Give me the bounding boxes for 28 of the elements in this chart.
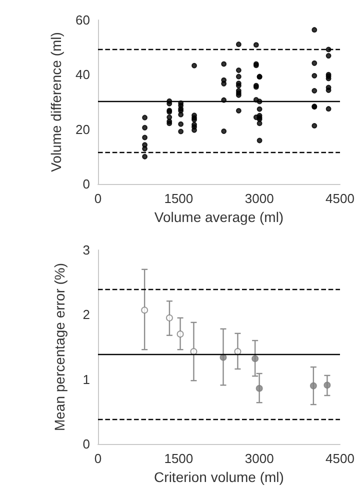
y-tick-label: 3	[82, 242, 90, 258]
x-tick-label: 1500	[164, 451, 194, 466]
x-tick-label: 0	[94, 451, 102, 466]
y-axis-title: Volume difference (ml)	[48, 32, 64, 172]
x-tick-label: 1500	[164, 191, 194, 206]
point	[166, 314, 173, 322]
x-tick-label: 4500	[326, 191, 354, 206]
y-tick-label: 20	[76, 122, 90, 137]
point	[141, 306, 148, 314]
point	[256, 384, 263, 392]
y-tick-label: 2	[82, 307, 90, 322]
point	[176, 330, 184, 338]
y-tick-label: 0	[82, 436, 90, 452]
y-axis-title: Mean percentage error (%)	[52, 262, 68, 432]
point	[252, 355, 259, 362]
y-tick-label: 0	[82, 176, 90, 192]
point	[324, 382, 331, 389]
x-tick-label: 3000	[244, 451, 274, 466]
x-tick-label: 0	[94, 191, 102, 206]
point	[310, 382, 317, 390]
y-tick-label: 1	[82, 372, 90, 387]
point	[220, 354, 227, 361]
x-tick-label: 4500	[326, 451, 354, 466]
x-axis-title: Criterion volume (ml)	[154, 469, 284, 485]
x-tick-label: 3000	[244, 191, 274, 206]
x-axis-title: Volume average (ml)	[154, 209, 284, 225]
y-tick-label: 40	[76, 67, 90, 82]
y-tick-label: 60	[76, 12, 90, 28]
